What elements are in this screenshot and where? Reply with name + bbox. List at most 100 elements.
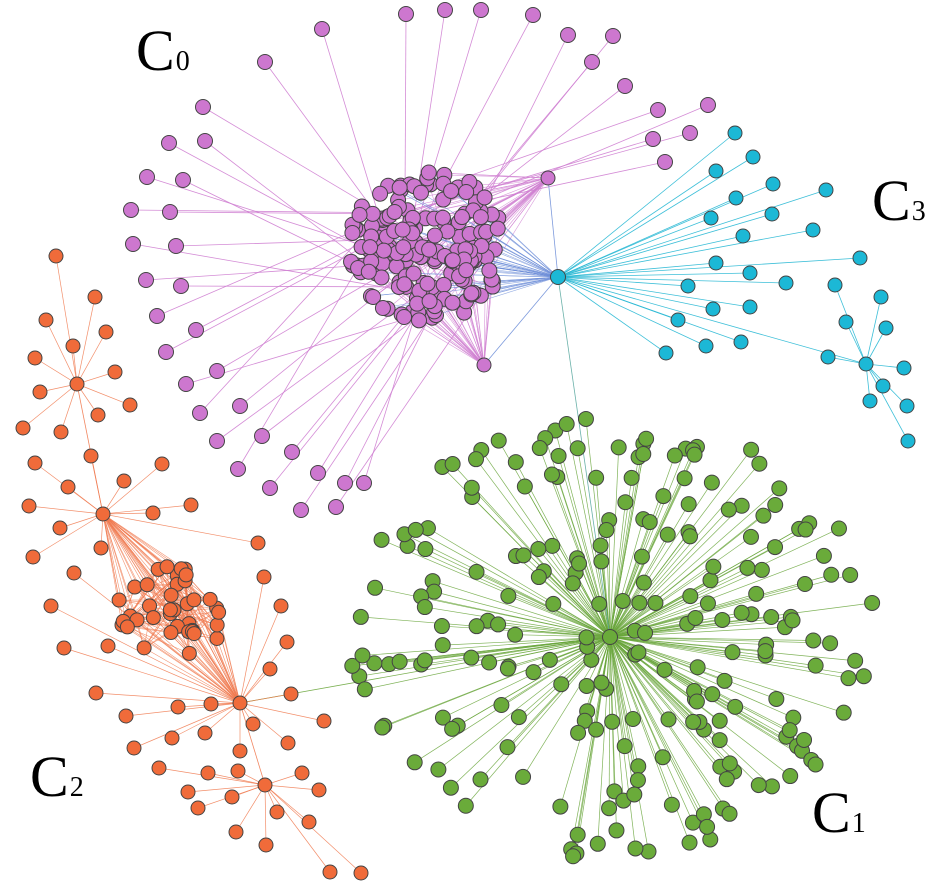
node-c2 <box>273 598 289 614</box>
node-c0 <box>362 239 379 256</box>
edge-c2 <box>28 505 104 515</box>
node-c1 <box>631 594 648 611</box>
node-c1 <box>768 690 785 707</box>
edge-c1 <box>609 636 728 780</box>
edge-c0 <box>434 311 485 366</box>
node-c2 <box>322 864 338 880</box>
node-c0 <box>195 99 211 115</box>
node-c2-hub <box>232 695 248 711</box>
edge-c2 <box>102 512 154 515</box>
edge-c1-hub <box>557 276 611 638</box>
node-c1 <box>444 456 461 473</box>
edge-c1 <box>382 636 611 728</box>
node-c0 <box>476 357 492 373</box>
edge-c2 <box>264 784 331 873</box>
node-c1 <box>699 818 716 835</box>
node-c1 <box>507 454 524 471</box>
node-c1 <box>468 618 485 635</box>
node-c1 <box>570 724 587 741</box>
node-c1 <box>591 595 608 612</box>
node-c1 <box>784 612 801 629</box>
node-c1 <box>604 713 621 730</box>
node-c3 <box>680 278 696 294</box>
edge-c3 <box>557 217 712 278</box>
edge-c0 <box>418 320 485 366</box>
node-c2 <box>88 685 104 701</box>
node-c1 <box>681 834 698 851</box>
node-c2 <box>269 804 285 820</box>
node-c1 <box>356 681 373 698</box>
node-c2 <box>159 559 175 575</box>
edge-c2 <box>76 296 96 385</box>
node-c2 <box>122 397 138 413</box>
node-c2 <box>190 800 206 816</box>
node-c1 <box>840 670 857 687</box>
cluster-index: 1 <box>851 808 866 839</box>
node-c3 <box>733 334 749 350</box>
edge-c0 <box>371 177 549 227</box>
node-c1 <box>564 575 581 592</box>
node-c1 <box>822 635 839 652</box>
edge-c0 <box>458 276 485 366</box>
node-c2 <box>245 716 261 732</box>
node-c1 <box>633 548 650 565</box>
node-c0 <box>328 499 344 515</box>
edge-c1 <box>609 447 620 638</box>
node-c2 <box>118 708 134 724</box>
node-c1 <box>623 469 640 486</box>
node-c1 <box>367 579 384 596</box>
node-c0 <box>139 169 155 185</box>
edge-c2 <box>102 513 128 627</box>
edge-c2 <box>107 645 241 704</box>
node-c3 <box>858 356 874 372</box>
node-c1 <box>374 719 391 736</box>
edge-c0 <box>199 225 373 414</box>
edge-c1 <box>424 636 611 661</box>
edge-c3 <box>557 276 667 354</box>
node-c2 <box>107 364 123 380</box>
edge-c3 <box>557 276 751 308</box>
node-c1 <box>610 439 627 456</box>
node-c2 <box>48 248 64 264</box>
node-c0 <box>158 344 174 360</box>
edge-c1 <box>609 503 690 638</box>
node-c1 <box>714 611 731 628</box>
edge-c2 <box>264 784 362 874</box>
node-c1 <box>589 835 606 852</box>
edge-c1 <box>608 520 611 638</box>
node-c3 <box>838 314 854 330</box>
node-c1 <box>630 644 647 661</box>
node-c0 <box>178 376 194 392</box>
node-c3 <box>896 360 912 376</box>
node-c3 <box>708 255 724 271</box>
node-c0 <box>420 164 437 181</box>
edge-c3 <box>557 132 736 278</box>
node-c2 <box>83 448 99 464</box>
node-c1 <box>796 576 813 593</box>
node-c1 <box>577 410 594 427</box>
node-c2 <box>43 598 59 614</box>
node-c1 <box>864 594 881 611</box>
node-c1 <box>635 574 652 591</box>
edge-c2 <box>102 513 186 570</box>
edge-c2 <box>239 702 289 744</box>
node-c1 <box>682 528 699 545</box>
edge-c1 <box>381 539 611 638</box>
node-c1 <box>721 805 738 822</box>
node-c2 <box>32 384 48 400</box>
node-c0 <box>123 202 139 218</box>
edge-layer <box>22 9 909 874</box>
node-c2 <box>98 324 114 340</box>
edge-c2 <box>239 702 266 786</box>
node-c2 <box>200 765 216 781</box>
node-c0 <box>374 300 391 317</box>
node-c1 <box>552 798 569 815</box>
edge-c0 <box>168 142 362 248</box>
node-c1 <box>616 738 633 755</box>
node-c1 <box>704 686 721 703</box>
edge-c1 <box>609 636 816 666</box>
node-c3 <box>805 222 821 238</box>
node-c3 <box>742 265 758 281</box>
node-c1 <box>716 672 733 689</box>
node-c1 <box>724 644 741 661</box>
